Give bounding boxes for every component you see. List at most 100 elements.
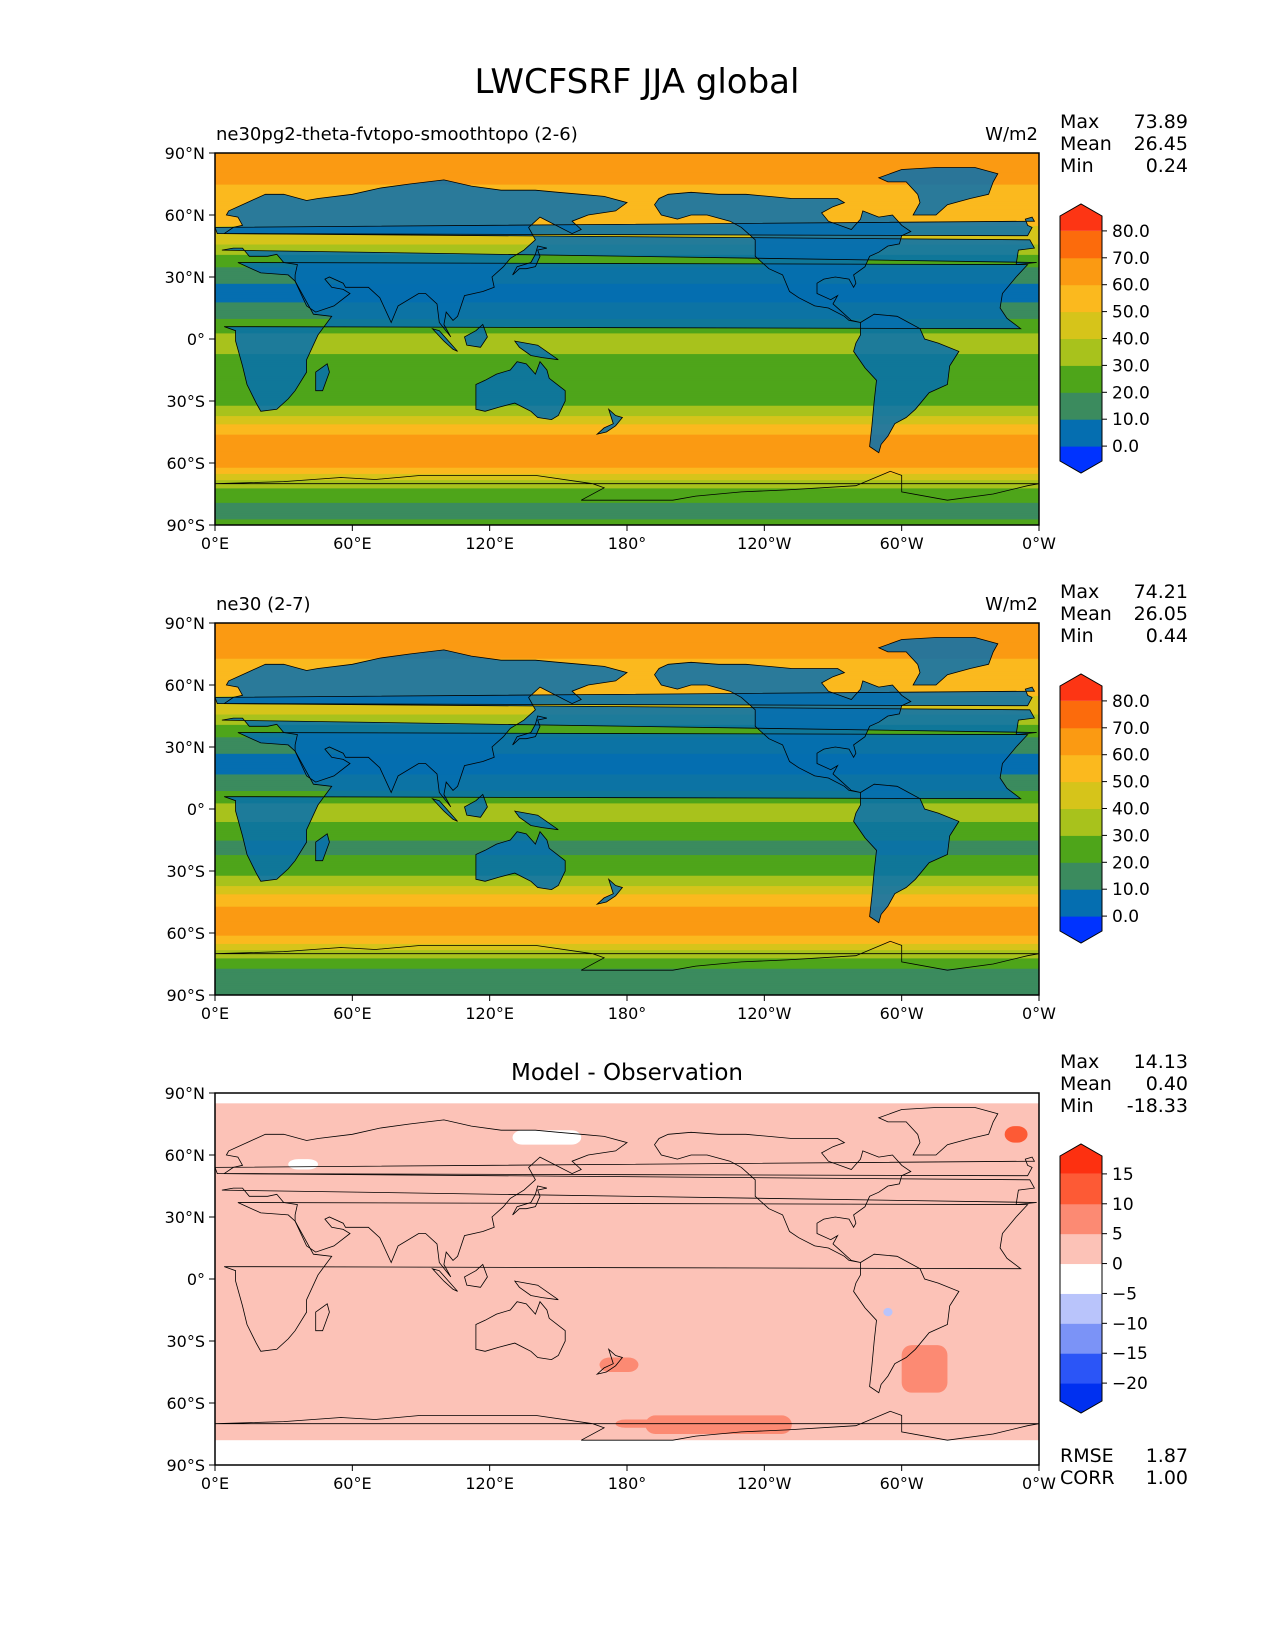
- colorbar-segment: [1060, 754, 1102, 783]
- coastline: [512, 1185, 547, 1216]
- land-region: [475, 831, 566, 890]
- coastline: [315, 1303, 330, 1332]
- metric-label: CORR: [1060, 1467, 1115, 1489]
- coastline: [224, 262, 1029, 412]
- land-region: [654, 662, 911, 793]
- data-band: [215, 837, 1039, 841]
- y-tick-label: 30°S: [166, 392, 205, 411]
- colorbar-segment: [1060, 700, 1102, 729]
- data-band: [215, 355, 1039, 359]
- coastline: [464, 323, 488, 348]
- data-band: [215, 210, 1039, 214]
- x-tick-label: 120°E: [465, 534, 514, 553]
- colorbar-segment: [1060, 311, 1102, 339]
- data-band: [215, 966, 1039, 969]
- coastline: [215, 1156, 1036, 1177]
- data-band: [215, 687, 1039, 690]
- data-band: [215, 407, 1039, 410]
- data-band: [215, 423, 1039, 427]
- data-band: [215, 204, 1039, 208]
- x-tick-label: 0°W: [1022, 1474, 1056, 1493]
- data-band: [215, 334, 1039, 338]
- y-tick-label: 60°N: [165, 676, 205, 695]
- data-band: [215, 425, 1039, 429]
- data-band: [215, 835, 1039, 839]
- colorbar-tick-label: 10.0: [1112, 880, 1150, 900]
- data-band: [215, 930, 1039, 934]
- coastline: [221, 649, 1037, 808]
- diff-region: [599, 1357, 639, 1372]
- colorbar-tick-label: 50.0: [1112, 773, 1150, 793]
- x-tick-label: 60°W: [880, 1474, 924, 1493]
- data-band: [215, 491, 1039, 495]
- data-band: [215, 396, 1039, 400]
- data-band: [215, 627, 1039, 630]
- x-tick-label: 60°E: [333, 1474, 371, 1493]
- stat-label: Max: [1060, 581, 1099, 603]
- stat-label: Max: [1060, 1051, 1099, 1073]
- data-band: [215, 643, 1039, 647]
- data-band: [215, 469, 1039, 472]
- data-band: [215, 953, 1039, 957]
- data-band: [215, 421, 1039, 425]
- data-band: [215, 658, 1039, 661]
- colorbar-tick-label: 50.0: [1112, 303, 1150, 323]
- data-band: [215, 654, 1039, 657]
- land-region: [464, 794, 488, 818]
- land-region: [475, 361, 566, 420]
- data-band: [215, 689, 1039, 692]
- land-region: [215, 217, 1035, 236]
- data-band: [215, 336, 1039, 340]
- data-band: [215, 378, 1039, 381]
- stats-block: Max 14.13 Mean 0.40 Min -18.33: [1060, 1051, 1188, 1117]
- data-band: [215, 817, 1039, 820]
- data-band: [215, 904, 1039, 907]
- coastline: [512, 245, 547, 276]
- y-tick-label: 30°N: [165, 1208, 205, 1227]
- colorbar-segment: [1060, 257, 1102, 286]
- data-band: [215, 670, 1039, 674]
- data-band: [215, 912, 1039, 915]
- coastline: [224, 732, 1029, 882]
- data-band: [215, 968, 1039, 971]
- data-band: [215, 153, 1039, 156]
- data-band: [215, 811, 1039, 814]
- data-band: [215, 821, 1039, 825]
- coastline: [431, 797, 458, 822]
- data-band: [215, 429, 1039, 433]
- data-band: [215, 854, 1039, 858]
- panel-title-left: ne30pg2-theta-fvtopo-smoothtopo (2-6): [216, 124, 578, 145]
- coastline: [431, 327, 458, 352]
- data-band: [215, 485, 1039, 489]
- data-band: [215, 353, 1039, 357]
- data-band: [215, 473, 1039, 476]
- data-band: [215, 398, 1039, 402]
- coastline: [853, 783, 960, 924]
- data-band: [215, 483, 1039, 487]
- x-tick-label: 60°W: [880, 1004, 924, 1023]
- colorbar-tick-label: 40.0: [1112, 330, 1150, 350]
- data-band: [215, 868, 1039, 872]
- colorbar-segment: [1060, 446, 1102, 473]
- data-band: [215, 481, 1039, 485]
- data-band: [215, 512, 1039, 516]
- colorbar-segment: [1060, 862, 1102, 890]
- data-band: [215, 848, 1039, 851]
- figure-title: LWCFSRF JJA global: [475, 62, 800, 102]
- data-band: [215, 386, 1039, 390]
- x-tick-label: 120°W: [737, 1004, 792, 1023]
- data-band: [215, 351, 1039, 355]
- map-fill: [215, 623, 1039, 995]
- data-band: [215, 656, 1039, 659]
- data-band: [215, 454, 1039, 458]
- colorbar-tick-label: 80.0: [1112, 692, 1150, 712]
- stat-value: 0.40: [1146, 1073, 1188, 1095]
- coastline: [431, 1267, 458, 1292]
- data-band: [215, 330, 1039, 334]
- land-region: [654, 192, 911, 323]
- data-band: [215, 450, 1039, 454]
- data-band: [215, 477, 1039, 481]
- data-band: [215, 155, 1039, 158]
- data-band: [215, 382, 1039, 386]
